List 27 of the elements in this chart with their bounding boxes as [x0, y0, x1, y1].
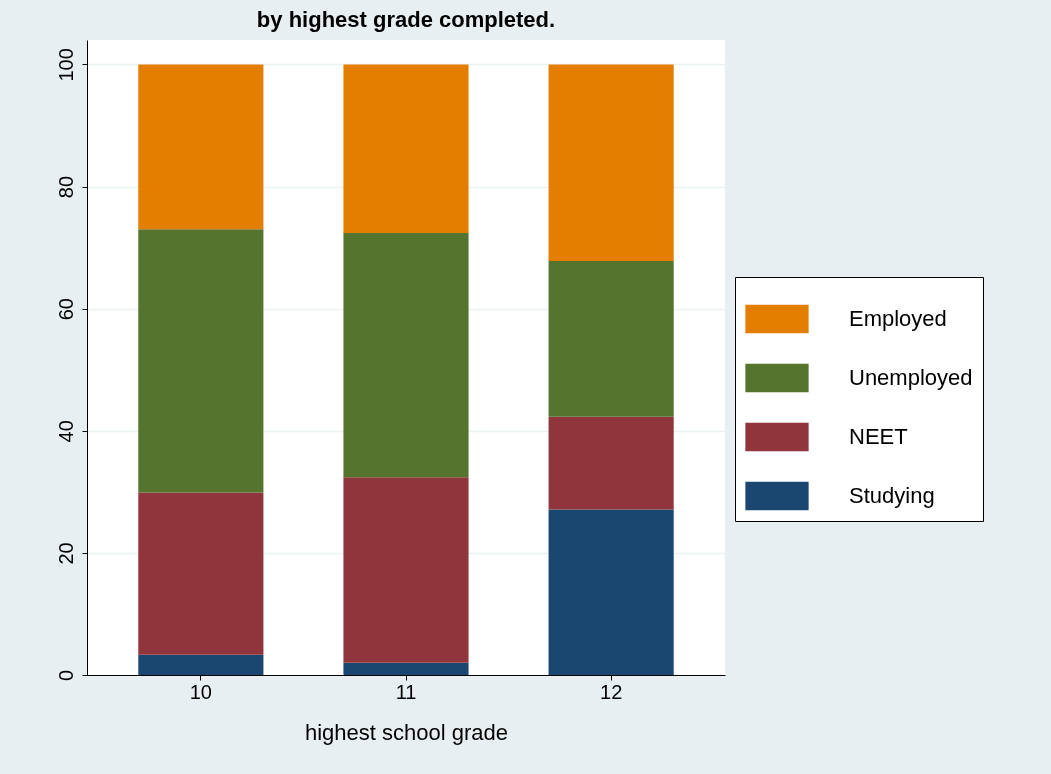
x-tick-label: 11: [395, 680, 417, 703]
x-tick-label: 12: [600, 680, 623, 703]
bar: [548, 64, 674, 262]
legend-label: Unemployed: [849, 365, 973, 390]
y-tick-label: 20: [54, 542, 77, 565]
y-tick-label: 60: [54, 298, 77, 321]
bar: [138, 229, 264, 493]
x-tick-label: 10: [189, 680, 212, 703]
y-tick-label: 100: [54, 48, 77, 82]
y-tick-label: 0: [54, 669, 77, 682]
bar: [343, 477, 469, 663]
legend-label: Studying: [849, 483, 935, 508]
bar: [548, 416, 674, 510]
bar: [138, 654, 264, 675]
bar: [548, 261, 674, 417]
y-tick-label: 80: [54, 175, 77, 199]
bar: [343, 64, 469, 233]
bar: [343, 232, 469, 478]
chart-title: by highest grade completed.: [256, 7, 556, 32]
legend-label: NEET: [849, 424, 908, 449]
bar: [138, 64, 264, 230]
bar: [138, 492, 264, 655]
bar: [548, 509, 674, 675]
legend-label: Employed: [849, 306, 947, 331]
y-tick-label: 40: [54, 420, 77, 443]
x-axis-title: highest school grade: [304, 719, 509, 745]
bar: [343, 662, 469, 675]
